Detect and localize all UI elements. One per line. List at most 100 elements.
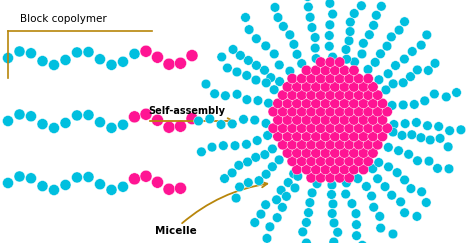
Circle shape (374, 158, 383, 167)
Circle shape (394, 25, 404, 35)
Circle shape (301, 131, 311, 142)
Circle shape (320, 148, 331, 158)
Circle shape (231, 193, 241, 203)
Circle shape (174, 57, 186, 69)
Circle shape (445, 126, 455, 136)
Circle shape (377, 98, 388, 109)
Circle shape (365, 30, 374, 40)
Circle shape (311, 54, 321, 63)
Circle shape (335, 90, 345, 100)
Circle shape (406, 184, 416, 193)
Circle shape (325, 31, 334, 40)
Circle shape (297, 106, 307, 117)
Circle shape (283, 178, 293, 187)
Circle shape (305, 198, 315, 208)
Circle shape (60, 54, 71, 65)
Circle shape (339, 164, 350, 175)
Circle shape (235, 182, 245, 192)
Circle shape (327, 190, 337, 199)
Circle shape (349, 131, 359, 142)
Circle shape (174, 120, 186, 132)
Circle shape (349, 115, 359, 125)
Circle shape (306, 73, 317, 84)
Circle shape (425, 135, 435, 145)
Circle shape (252, 34, 261, 43)
Circle shape (252, 61, 261, 70)
Circle shape (306, 106, 317, 117)
Circle shape (372, 10, 381, 20)
Circle shape (330, 115, 340, 125)
Circle shape (118, 56, 128, 67)
Circle shape (388, 127, 398, 137)
Circle shape (287, 106, 297, 117)
Circle shape (444, 164, 454, 174)
Circle shape (339, 82, 350, 92)
Circle shape (330, 82, 340, 92)
Circle shape (387, 101, 397, 110)
Circle shape (129, 48, 140, 59)
Circle shape (320, 65, 331, 76)
Circle shape (311, 131, 321, 142)
Circle shape (341, 45, 351, 54)
Circle shape (325, 139, 336, 150)
Circle shape (411, 118, 421, 127)
Circle shape (297, 123, 307, 133)
Circle shape (328, 209, 337, 218)
Circle shape (362, 182, 371, 191)
Circle shape (399, 78, 408, 87)
Circle shape (412, 65, 422, 75)
Circle shape (328, 52, 337, 62)
Circle shape (339, 131, 350, 142)
Circle shape (282, 191, 291, 201)
Circle shape (241, 13, 250, 22)
Circle shape (344, 123, 355, 133)
Circle shape (369, 21, 378, 30)
Circle shape (410, 100, 419, 109)
Circle shape (128, 173, 140, 185)
Circle shape (48, 60, 60, 70)
Circle shape (358, 131, 369, 142)
Circle shape (335, 57, 345, 67)
Circle shape (106, 184, 117, 195)
Circle shape (349, 65, 359, 76)
Circle shape (274, 60, 284, 70)
Circle shape (14, 46, 25, 57)
Circle shape (349, 9, 359, 18)
Circle shape (434, 122, 444, 131)
Circle shape (358, 98, 369, 109)
Circle shape (351, 209, 361, 218)
Circle shape (363, 156, 374, 166)
Circle shape (282, 98, 292, 109)
Circle shape (383, 69, 393, 78)
Circle shape (344, 173, 355, 183)
Circle shape (342, 178, 351, 188)
Circle shape (277, 139, 288, 150)
Circle shape (330, 164, 340, 175)
Circle shape (344, 106, 355, 117)
Circle shape (342, 54, 351, 64)
Circle shape (60, 180, 71, 191)
Circle shape (416, 40, 426, 50)
Circle shape (2, 115, 13, 127)
Circle shape (325, 57, 336, 67)
Circle shape (391, 61, 401, 70)
Circle shape (264, 98, 273, 108)
Circle shape (311, 164, 321, 175)
Circle shape (2, 177, 13, 189)
Circle shape (186, 50, 198, 61)
Circle shape (422, 30, 432, 40)
Circle shape (373, 106, 383, 117)
Circle shape (301, 238, 311, 243)
Text: Micelle: Micelle (155, 226, 197, 236)
Circle shape (335, 73, 345, 84)
Circle shape (373, 174, 383, 183)
Circle shape (330, 98, 340, 109)
Circle shape (443, 142, 453, 152)
Circle shape (386, 32, 396, 42)
Circle shape (273, 115, 283, 125)
Circle shape (2, 52, 13, 63)
Circle shape (404, 149, 413, 159)
Circle shape (335, 156, 345, 166)
Circle shape (349, 98, 359, 109)
Circle shape (423, 66, 433, 75)
